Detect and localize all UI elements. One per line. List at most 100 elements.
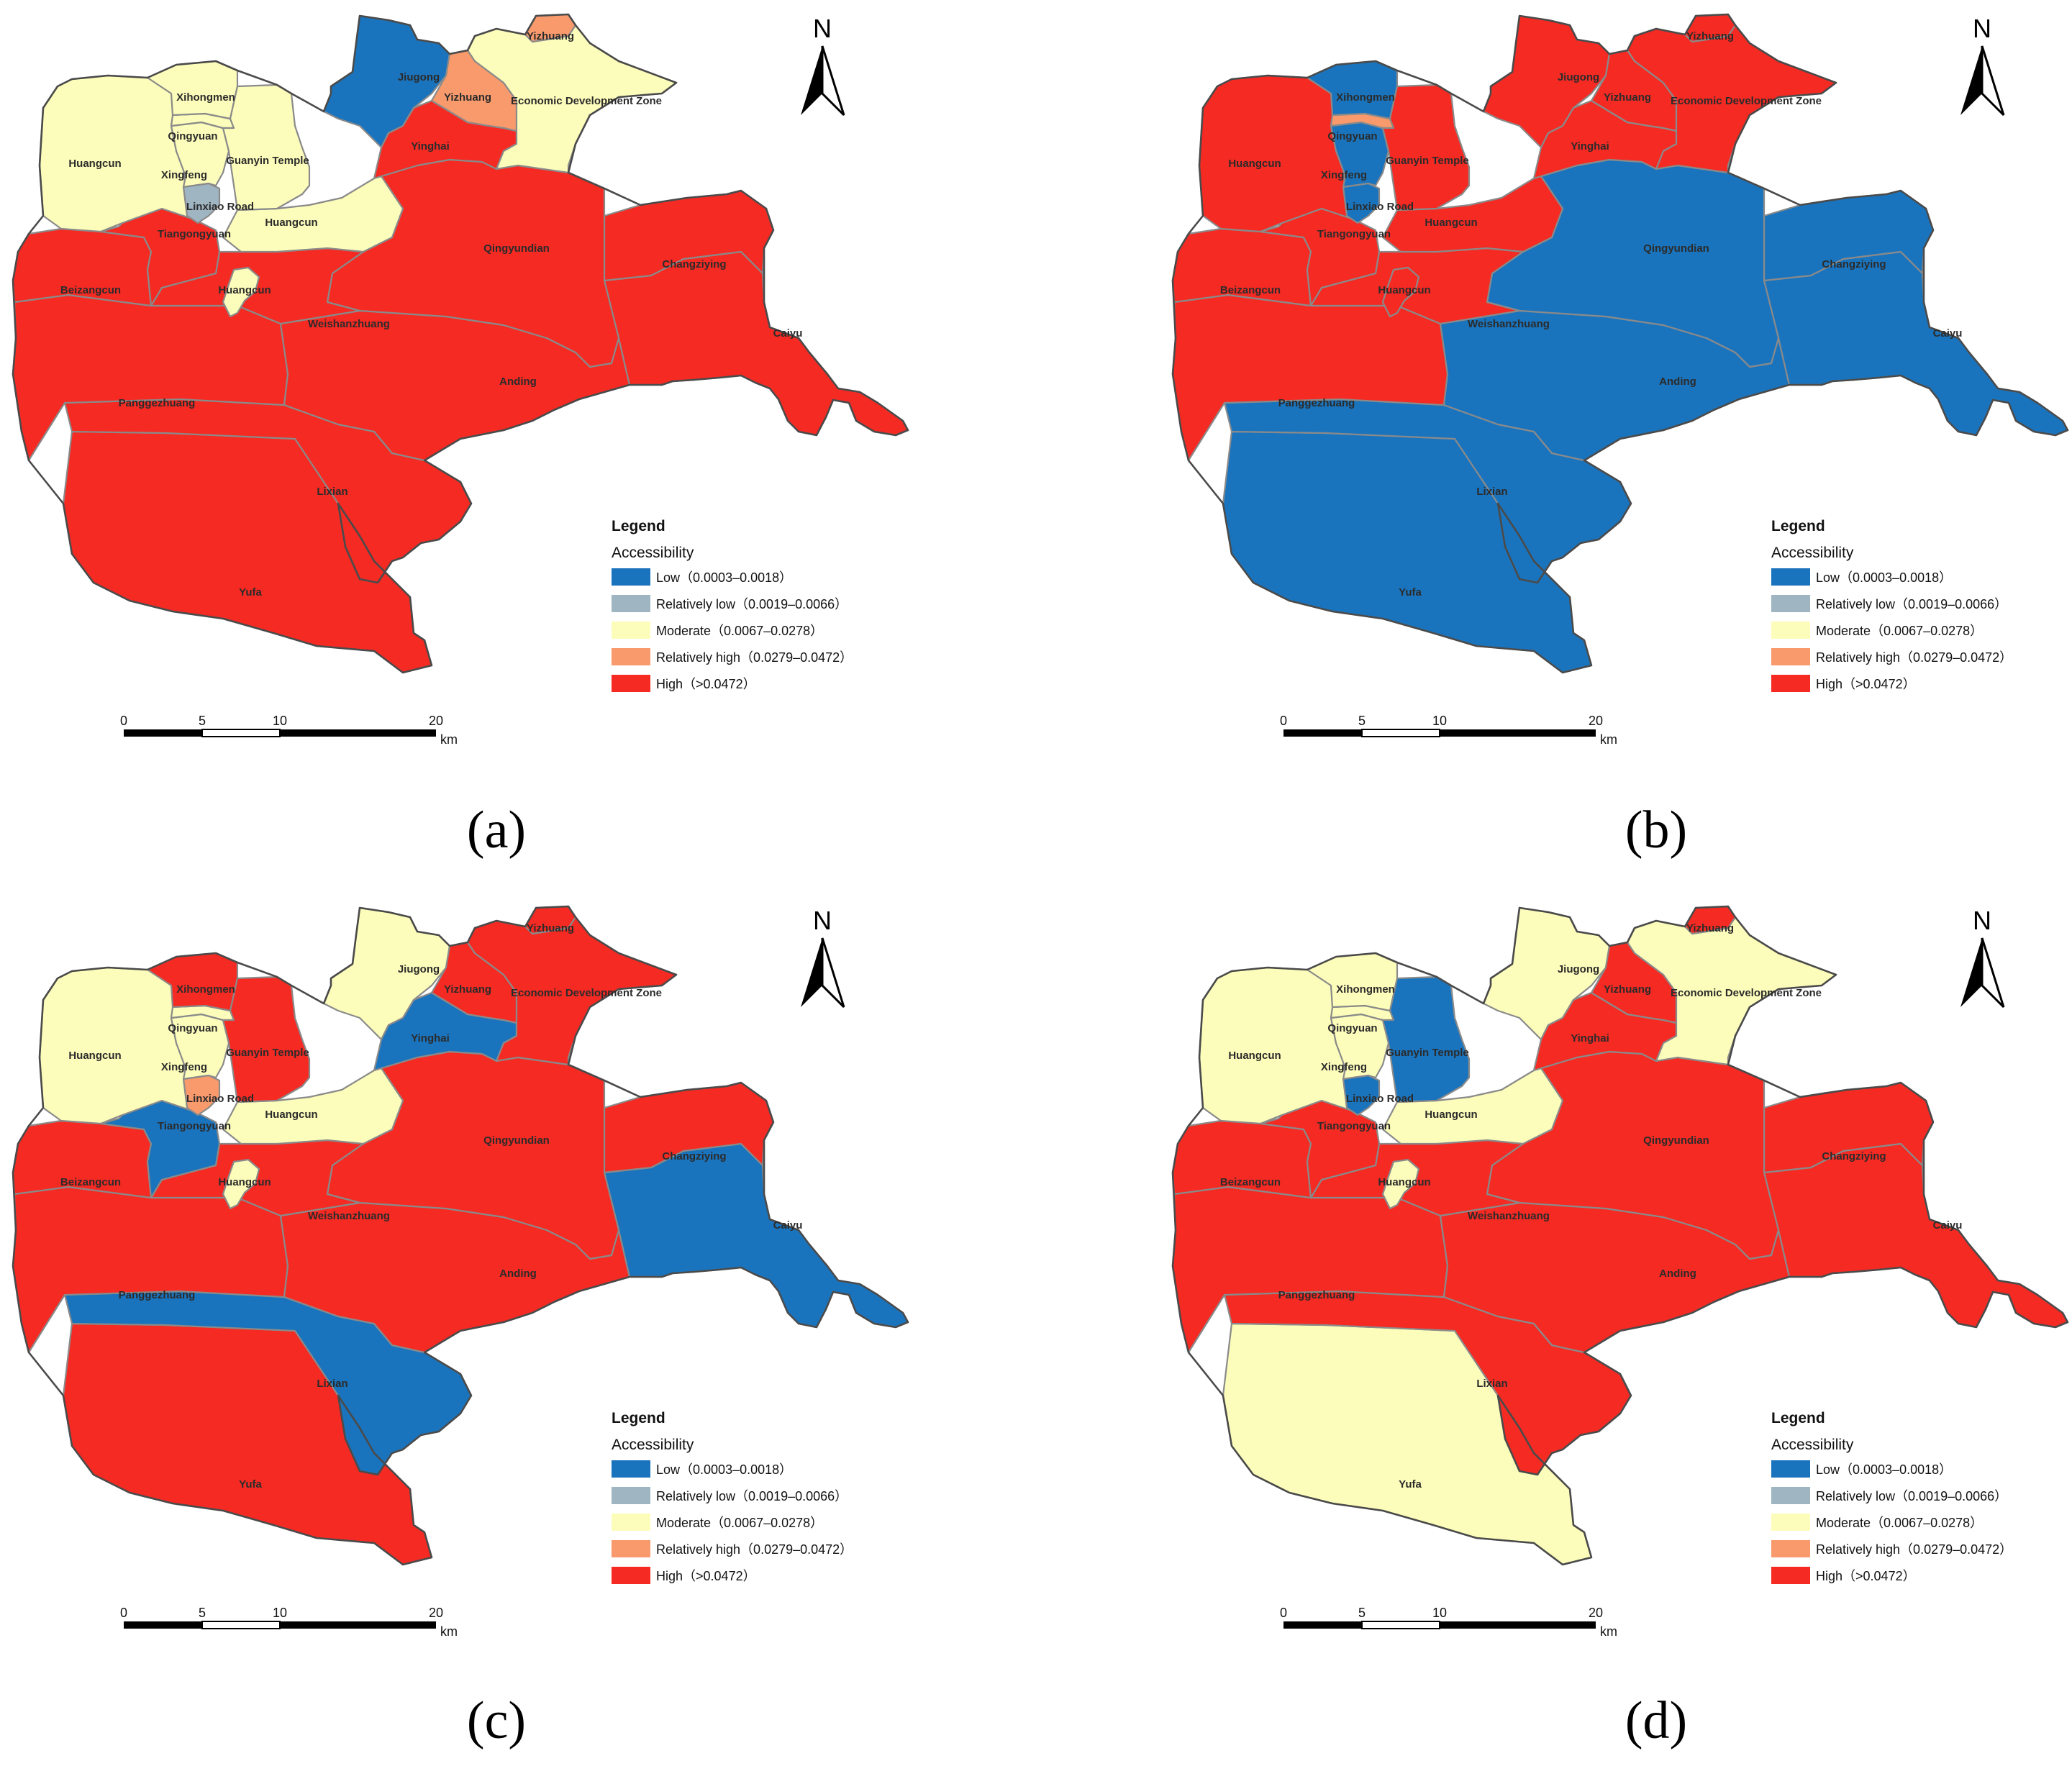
township-label-qingyundian: Qingyundian [1643,1134,1709,1147]
study-area-outline [1171,13,2069,674]
township-label-edz: Economic Development Zone [1671,95,1822,107]
study-area-outline [12,905,909,1566]
township-label-beizangcun: Beizangcun [1220,1176,1281,1188]
township-label-yufa: Yufa [239,1478,262,1491]
legend-swatch-rel-low [612,595,650,612]
legend-label-moderate: Moderate（0.0067–0.0278） [656,1516,823,1530]
township-huangcun-s [1381,266,1420,318]
township-huangcun-c [222,175,404,253]
township-label-yinghai: Yinghai [411,1032,450,1045]
scale-tick-0: 0 [120,1606,127,1620]
township-label-huangcun-c: Huangcun [265,1109,317,1121]
township-label-caiyu: Caiyu [1933,1219,1963,1232]
township-label-huangcun-c: Huangcun [1424,217,1477,229]
township-label-guanyin: Guanyin Temple [226,155,309,167]
study-area-outline [1171,905,2069,1566]
legend-swatch-low [612,1460,650,1478]
township-label-linxiao: Linxiao Road [1346,201,1414,213]
legend-label-rel-low: Relatively low（0.0019–0.0066） [656,597,848,611]
legend: Legend Accessibility Low（0.0003–0.0018） Rel… [1771,518,2012,692]
legend-title: Legend [612,518,665,534]
legend-label-low: Low（0.0003–0.0018） [656,570,792,585]
legend-label-high: High（>0.0472） [1816,1569,1916,1583]
map-panel-d: Jiugong Yizhuang Yizhuang Economic Developm… [1171,905,2069,1639]
legend-swatch-low [612,568,650,586]
township-caiyu [1763,250,2069,437]
legend-swatch-low [1771,568,1810,586]
township-label-yizhuang-ne: Yizhuang [1686,30,1734,42]
map-panel-a: Jiugong Yizhuang Yizhuang Economic Developm… [12,13,909,747]
township-label-lixian: Lixian [317,1378,347,1390]
township-guanyin [222,975,311,1103]
scale-tick-3: 20 [429,1606,443,1620]
north-arrow-right-half [1981,937,2005,1009]
legend-subtitle: Accessibility [1771,545,1854,561]
township-label-xihongmen: Xihongmen [176,91,235,104]
township-label-panggezhuang: Panggezhuang [119,397,196,409]
township-label-tiangongyuan: Tiangongyuan [158,1120,231,1132]
township-label-xingfeng: Xingfeng [1321,1061,1367,1073]
township-label-tiangongyuan: Tiangongyuan [158,228,231,240]
scale-bar: 0 5 10 20 km [1280,1606,1617,1639]
township-label-changziying: Changziying [1822,1150,1886,1162]
north-arrow-left-half [801,46,822,115]
township-label-yizhuang-w: Yizhuang [444,983,491,996]
panel-caption-b: (b) [1625,801,1688,860]
township-label-guanyin: Guanyin Temple [226,1047,309,1059]
township-layer: Jiugong Yizhuang Yizhuang Economic Developm… [1171,13,2069,674]
township-label-yinghai: Yinghai [411,140,450,153]
legend-subtitle: Accessibility [612,545,694,561]
legend-swatch-high [612,675,650,692]
township-label-linxiao: Linxiao Road [186,201,254,213]
township-guanyin [222,83,311,211]
township-label-huangcun-w: Huangcun [1228,1050,1281,1062]
township-label-qingyundian: Qingyundian [483,242,550,255]
township-label-changziying: Changziying [662,258,726,270]
scale-segment-3 [1440,729,1596,737]
township-layer: Jiugong Yizhuang Yizhuang Economic Developm… [1171,905,2069,1566]
legend-swatch-high [612,1567,650,1584]
township-label-xihongmen: Xihongmen [176,983,235,996]
township-label-lixian: Lixian [317,486,347,498]
township-label-linxiao: Linxiao Road [186,1093,254,1105]
township-label-yizhuang-ne: Yizhuang [527,922,574,934]
scale-tick-1: 5 [1358,714,1366,728]
scale-tick-3: 20 [1589,714,1603,728]
scale-segment-2 [1361,729,1440,737]
township-label-xingfeng: Xingfeng [161,1061,207,1073]
township-label-yufa: Yufa [1399,586,1422,599]
township-huangcun-c [222,1067,404,1145]
township-label-qingyundian: Qingyundian [483,1134,550,1147]
north-arrow: N [1960,14,2005,117]
legend-subtitle: Accessibility [1771,1437,1854,1453]
legend-label-high: High（>0.0472） [656,1569,756,1583]
legend: Legend Accessibility Low（0.0003–0.0018） Rel… [1771,1410,2012,1584]
township-linxiao [1342,182,1381,224]
scale-bar: 0 5 10 20 km [120,1606,458,1639]
township-linxiao [1342,1074,1381,1116]
township-linxiao [182,1074,221,1116]
legend-subtitle: Accessibility [612,1437,694,1453]
township-linxiao [182,182,221,224]
township-huangcun-c [1381,175,1564,253]
legend-swatch-moderate [612,622,650,639]
legend: Legend Accessibility Low（0.0003–0.0018） Rel… [612,1410,853,1584]
scale-tick-3: 20 [429,714,443,728]
legend-swatch-rel-high [612,1540,650,1557]
township-label-huangcun-w: Huangcun [1228,158,1281,170]
north-arrow-label: N [813,14,832,43]
scale-unit: km [1600,732,1617,747]
legend-label-low: Low（0.0003–0.0018） [1816,1462,1952,1477]
township-label-yizhuang-ne: Yizhuang [1686,922,1734,934]
township-label-weishanzhuang: Weishanzhuang [1468,1210,1550,1222]
scale-bar: 0 5 10 20 km [120,714,458,747]
scale-tick-2: 10 [273,1606,287,1620]
township-huangcun-c [1381,1067,1564,1145]
legend-swatch-rel-low [612,1487,650,1504]
scale-segment-1 [1283,1621,1362,1629]
scale-bar: 0 5 10 20 km [1280,714,1617,747]
legend-swatch-rel-high [1771,648,1810,665]
legend-swatch-high [1771,675,1810,692]
north-arrow-label: N [1973,14,1991,43]
